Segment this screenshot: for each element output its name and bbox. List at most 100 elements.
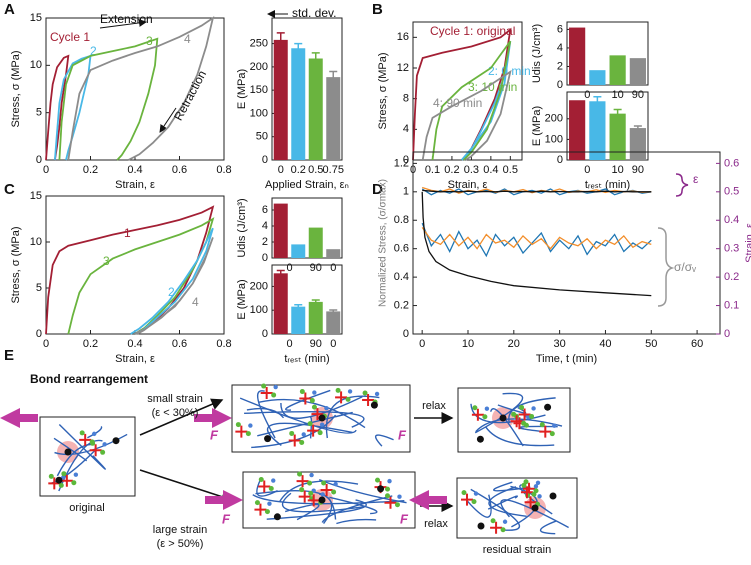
bond [309, 472, 314, 478]
bar [273, 203, 288, 258]
force-label: F [400, 511, 409, 526]
polymer-chain [488, 486, 527, 518]
force-arrow [409, 490, 447, 510]
x-tick-label: 90 [310, 262, 322, 274]
crosslink [539, 425, 552, 438]
error-bar [294, 303, 303, 310]
y-tick-label: 100 [250, 304, 268, 316]
bond [535, 480, 541, 485]
y-axis-label: E (MPa) [236, 279, 248, 319]
polymer-chain [374, 434, 394, 447]
junction [55, 476, 63, 484]
bond [297, 471, 303, 477]
polymer-chain [281, 492, 365, 513]
bond [301, 432, 306, 437]
polymer-chain [500, 499, 569, 529]
bar [273, 273, 288, 334]
series-line [130, 227, 214, 335]
y-tick-label: 8 [403, 93, 409, 105]
bond [362, 390, 368, 396]
bond [321, 480, 327, 486]
polymer-chain [256, 478, 278, 497]
y-tick-label: 100 [545, 133, 563, 145]
junction [264, 435, 272, 443]
bar [291, 48, 306, 160]
crosslink [311, 408, 324, 421]
series-label: 2 [168, 285, 175, 299]
bond [299, 439, 305, 445]
x-tick-label: 0.4 [483, 164, 498, 176]
bar [291, 306, 306, 334]
bond [307, 480, 313, 486]
y-tick-label: 5 [36, 107, 42, 119]
y-tick-label: 0.8 [394, 214, 409, 226]
bond [385, 486, 391, 492]
polymer-chain [466, 494, 492, 518]
branch-label: small strain [147, 393, 203, 405]
bond [307, 421, 313, 427]
polymer-chain [239, 397, 357, 434]
bond [258, 477, 264, 483]
panel-label: B [372, 1, 383, 18]
x-tick-label: 50 [645, 338, 657, 350]
error-bar [276, 32, 285, 48]
bond [552, 423, 557, 428]
bond [347, 389, 353, 394]
bond [333, 481, 338, 487]
y-tick-label: 200 [545, 113, 563, 125]
x-tick-label: 30 [554, 338, 566, 350]
panel-label: E [4, 347, 14, 364]
polymer-chain [475, 418, 563, 433]
junction [549, 492, 557, 500]
junction [112, 437, 120, 445]
bond [473, 491, 479, 496]
bond [345, 396, 351, 402]
bond [502, 519, 508, 524]
y-tick-label: 0 [262, 252, 268, 264]
y-tick-label: 0 [262, 154, 268, 166]
crosslink [307, 424, 320, 437]
x-tick-label: 0.75 [323, 164, 344, 176]
x-tick-label: 40 [599, 338, 611, 350]
crosslink [335, 391, 348, 404]
x-tick-label: 0 [286, 262, 292, 274]
bond [490, 518, 496, 524]
error-bar [593, 95, 602, 107]
bond [71, 480, 77, 486]
polymer-chain [474, 392, 524, 434]
bar [326, 249, 341, 258]
x-tick-label: 0.4 [127, 164, 142, 176]
bar [609, 55, 626, 85]
x-axis-label: Applied Strain, εₙ [265, 179, 349, 191]
junction [476, 435, 484, 443]
polymer-chain [493, 481, 531, 492]
x-tick-label: 0 [584, 89, 590, 101]
bar [326, 311, 341, 334]
bond [299, 389, 305, 395]
series-label: 3 [146, 34, 153, 48]
bracket [675, 173, 689, 197]
y-tick-label: 6 [557, 23, 563, 35]
bond [521, 482, 527, 488]
bond [537, 494, 542, 499]
polymer-chain [257, 390, 276, 439]
crosslink [461, 493, 474, 506]
bond [539, 422, 545, 428]
arrow [99, 18, 147, 29]
bar [308, 301, 323, 334]
crosslink [362, 393, 375, 406]
bar [569, 27, 586, 85]
x-tick-label: 10 [612, 89, 624, 101]
error-bar [329, 70, 338, 84]
polymer-chain [490, 408, 524, 447]
force-label: F [398, 427, 407, 442]
polymer-chain [519, 484, 553, 515]
polymer-chain [284, 503, 320, 521]
x-tick-label: 0 [278, 164, 284, 176]
x-axis-label: tᵣₑₛₜ (min) [585, 179, 630, 191]
force-arrow [0, 408, 38, 428]
x-tick-label: 0 [419, 338, 425, 350]
series-label: 3 [103, 254, 110, 268]
bar [308, 227, 323, 258]
bond [472, 405, 478, 411]
